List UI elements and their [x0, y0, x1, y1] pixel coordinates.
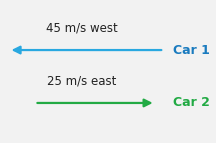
- Text: Car 1: Car 1: [173, 44, 210, 56]
- Text: Car 2: Car 2: [173, 97, 210, 109]
- Text: 25 m/s east: 25 m/s east: [47, 74, 117, 87]
- Text: 45 m/s west: 45 m/s west: [46, 21, 118, 34]
